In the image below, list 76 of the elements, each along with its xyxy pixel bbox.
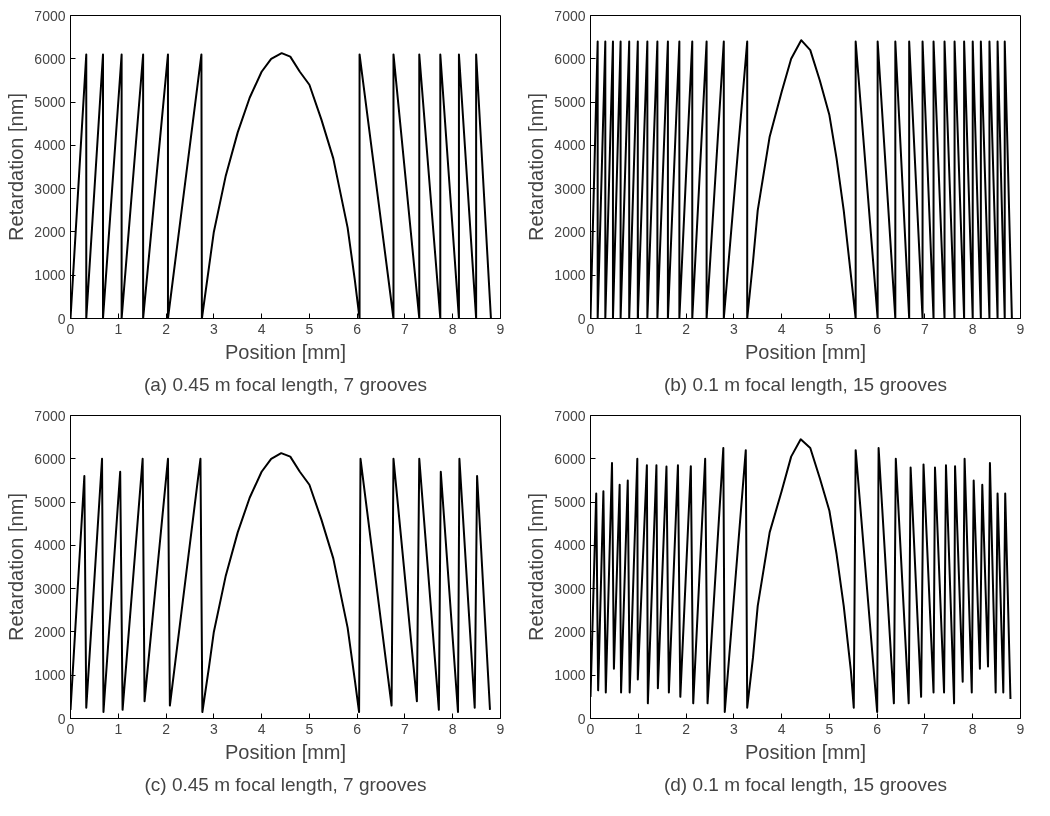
x-tick-label: 1 xyxy=(114,720,123,737)
text: (d) 0.1 m focal length, 15 grooves xyxy=(663,773,948,795)
x-tick-label: 7 xyxy=(401,720,410,737)
x-tick-label: 4 xyxy=(257,720,266,737)
x-tick-label: 6 xyxy=(873,720,882,737)
y-tick-label: 4000 xyxy=(34,137,66,154)
y-tick-label: 1000 xyxy=(554,667,586,684)
x-tick-label: 2 xyxy=(162,720,171,737)
x-tick-label: 5 xyxy=(305,320,314,337)
x-tick-label: 1 xyxy=(114,320,123,337)
x-tick-label: 3 xyxy=(729,720,738,737)
y-tick-label: 6000 xyxy=(34,50,66,67)
x-tick-label: 4 xyxy=(777,320,786,337)
x-tick-label: 1 xyxy=(634,320,643,337)
text: (b) 0.1 m focal length, 15 grooves xyxy=(663,373,948,395)
x-tick-label: 7 xyxy=(921,720,930,737)
y-tick-label: 2000 xyxy=(34,623,66,640)
x-tick-label: 8 xyxy=(448,720,457,737)
y-tick-label: 5000 xyxy=(34,494,66,511)
y-tick-label: 3000 xyxy=(34,580,66,597)
x-tick-label: 9 xyxy=(1016,720,1025,737)
x-tick-label: 5 xyxy=(305,720,314,737)
y-axis-title: Retardation [nm] xyxy=(525,493,548,641)
y-tick-label: 4000 xyxy=(554,137,586,154)
y-axis-title: Retardation [nm] xyxy=(5,93,28,241)
y-tick-label: 5000 xyxy=(554,94,586,111)
y-tick-label: 6000 xyxy=(554,50,586,67)
y-tick-label: 4000 xyxy=(34,537,66,554)
y-tick-label: 7000 xyxy=(34,407,66,424)
x-tick-label: 3 xyxy=(729,320,738,337)
y-tick-label: 2000 xyxy=(34,223,66,240)
y-tick-label: 3000 xyxy=(34,180,66,197)
x-tick-label: 5 xyxy=(825,720,834,737)
x-axis-title: Position [mm] xyxy=(224,340,347,363)
x-tick-label: 2 xyxy=(682,720,691,737)
x-tick-label: 1 xyxy=(634,720,643,737)
x-tick-label: 3 xyxy=(209,320,218,337)
x-tick-label: 7 xyxy=(401,320,410,337)
x-tick-label: 7 xyxy=(921,320,930,337)
y-tick-label: 7000 xyxy=(554,407,586,424)
x-tick-label: 5 xyxy=(825,320,834,337)
y-axis-title: Retardation [nm] xyxy=(5,493,28,641)
y-tick-label: 5000 xyxy=(34,94,66,111)
y-tick-label: 3000 xyxy=(554,580,586,597)
y-tick-label: 7000 xyxy=(34,7,66,24)
x-tick-label: 6 xyxy=(873,320,882,337)
y-tick-label: 2000 xyxy=(554,623,586,640)
x-tick-label: 2 xyxy=(682,320,691,337)
y-tick-label: 1000 xyxy=(34,667,66,684)
x-tick-label: 9 xyxy=(496,320,505,337)
x-tick-label: 6 xyxy=(353,720,362,737)
y-tick-label: 6000 xyxy=(34,450,66,467)
y-tick-label: 1000 xyxy=(554,267,586,284)
x-tick-label: 8 xyxy=(968,320,977,337)
y-tick-label: 6000 xyxy=(554,450,586,467)
text: (a) 0.45 m focal length, 7 grooves xyxy=(143,373,428,395)
x-tick-label: 9 xyxy=(496,720,505,737)
x-tick-label: 4 xyxy=(257,320,266,337)
y-tick-label: 5000 xyxy=(554,494,586,511)
y-tick-label: 1000 xyxy=(34,267,66,284)
y-tick-label: 7000 xyxy=(554,7,586,24)
x-tick-label: 8 xyxy=(448,320,457,337)
x-axis-title: Position [mm] xyxy=(224,740,347,763)
x-tick-label: 3 xyxy=(209,720,218,737)
text: (c) 0.45 m focal length, 7 grooves xyxy=(144,773,427,795)
x-tick-label: 6 xyxy=(353,320,362,337)
x-tick-label: 2 xyxy=(162,320,171,337)
x-axis-title: Position [mm] xyxy=(744,740,867,763)
y-tick-label: 4000 xyxy=(554,537,586,554)
x-axis-title: Position [mm] xyxy=(744,340,867,363)
x-tick-label: 9 xyxy=(1016,320,1025,337)
y-tick-label: 3000 xyxy=(554,180,586,197)
x-tick-label: 4 xyxy=(777,720,786,737)
y-axis-title: Retardation [nm] xyxy=(525,93,548,241)
x-tick-label: 8 xyxy=(968,720,977,737)
y-tick-label: 2000 xyxy=(554,223,586,240)
